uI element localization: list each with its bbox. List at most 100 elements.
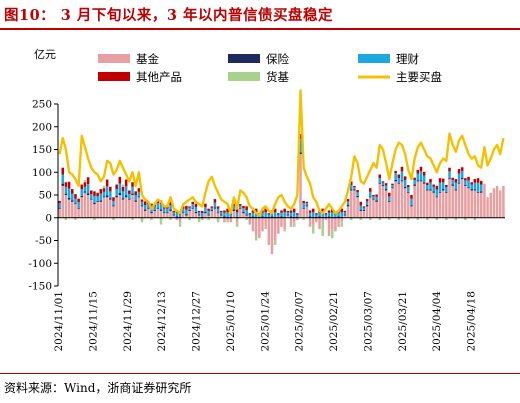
- legend-label-0: 基金: [136, 52, 159, 66]
- bar-s3-111: [410, 195, 413, 199]
- y-tick-label-0: -150: [28, 281, 52, 293]
- bar-s3-95: [359, 201, 363, 206]
- bar-s0-50: [216, 213, 220, 218]
- bar-s0-74: [292, 217, 296, 223]
- bar-s0-101: [378, 183, 382, 218]
- x-date-label-3: 2024/12/13: [156, 291, 168, 352]
- bar-s1-58: [242, 211, 245, 214]
- y-tick-label-1: -100: [28, 258, 52, 270]
- bar-s0-139: [498, 190, 502, 218]
- bar-s1-104: [388, 200, 391, 202]
- bar-s2-114: [419, 171, 423, 181]
- bar-s2-54: [229, 214, 233, 217]
- bar-s0-105: [391, 188, 394, 218]
- figure-title: 图10： 3 月下旬以来，3 年以内普信债买盘稳定: [4, 7, 333, 24]
- bar-s1-124: [451, 184, 454, 186]
- bar-s3-62: [254, 208, 258, 213]
- bar-s0-17: [112, 206, 115, 218]
- bar-s0-89: [340, 217, 344, 223]
- bar-s1-7: [80, 195, 84, 198]
- bar-s0-80: [311, 217, 315, 225]
- bar-s2-67: [270, 212, 274, 217]
- bar-s2-75: [296, 214, 299, 217]
- bar-s2-109: [403, 179, 407, 187]
- bar-s1-2: [64, 193, 68, 195]
- bar-s1-111: [410, 205, 413, 207]
- bar-s4-110: [407, 217, 410, 221]
- bar-s3-91: [346, 199, 350, 202]
- bar-s0-43: [194, 213, 198, 218]
- bar-s2-117: [429, 182, 432, 190]
- bar-s2-37: [175, 212, 179, 217]
- bar-s0-42: [191, 208, 195, 218]
- bar-s0-135: [486, 197, 489, 218]
- bar-s2-57: [239, 205, 242, 208]
- bar-s3-85: [327, 210, 331, 213]
- bar-s0-37: [175, 217, 179, 221]
- bar-s1-103: [384, 189, 388, 191]
- bar-s2-61: [251, 212, 255, 217]
- bar-s2-21: [124, 186, 128, 196]
- bar-s3-128: [464, 178, 467, 181]
- bar-s2-120: [438, 182, 442, 192]
- bar-s2-6: [77, 202, 80, 208]
- bar-s2-45: [200, 213, 204, 217]
- bar-s1-67: [270, 216, 274, 218]
- bar-s3-123: [448, 167, 451, 172]
- bar-s4-20: [121, 184, 125, 187]
- bar-s3-77: [302, 200, 305, 204]
- bar-s0-99: [372, 199, 375, 218]
- bar-s3-27: [143, 201, 147, 206]
- bar-s3-48: [210, 206, 214, 208]
- bar-s2-26: [140, 201, 144, 206]
- bar-s0-9: [86, 195, 90, 218]
- x-date-label-6: 2025/01/24: [259, 291, 271, 352]
- y-tick-label-5: 100: [32, 167, 52, 179]
- bar-s4-107: [397, 217, 401, 221]
- bar-s2-119: [435, 189, 439, 197]
- bar-s1-91: [346, 205, 350, 207]
- bar-s2-108: [400, 171, 404, 181]
- bar-s0-34: [166, 213, 169, 218]
- bar-s3-78: [305, 201, 309, 204]
- bar-s1-47: [207, 214, 210, 216]
- x-date-label-10: 2025/03/21: [397, 291, 409, 352]
- bar-s2-19: [118, 183, 122, 193]
- bar-s3-8: [83, 182, 87, 187]
- bar-s1-17: [112, 205, 115, 207]
- bar-s0-106: [394, 181, 397, 218]
- bar-s3-120: [438, 178, 442, 183]
- bar-s0-107: [397, 183, 401, 218]
- y-axis-unit-label: 亿元: [34, 48, 56, 61]
- bar-s4-83: [321, 222, 324, 236]
- bar-s1-76: [299, 152, 302, 155]
- bar-s3-117: [429, 179, 432, 183]
- bar-s3-9: [86, 177, 90, 185]
- bar-s1-101: [378, 182, 382, 184]
- bar-s0-41: [188, 210, 191, 218]
- bar-s0-75: [296, 217, 299, 221]
- bar-s2-99: [372, 196, 375, 199]
- bar-s1-122: [445, 191, 448, 193]
- bar-s2-42: [191, 204, 195, 208]
- bar-s3-12: [96, 192, 99, 197]
- bar-s0-113: [416, 181, 420, 218]
- bar-s0-97: [365, 206, 369, 218]
- bar-s2-0: [58, 203, 61, 208]
- bar-s2-16: [109, 191, 112, 199]
- bar-s3-51: [220, 210, 223, 213]
- bar-s1-15: [105, 195, 109, 198]
- bar-s2-130: [470, 184, 473, 190]
- bar-s3-73: [289, 210, 293, 213]
- bar-s3-101: [378, 174, 382, 179]
- bar-s2-104: [388, 196, 391, 201]
- bar-s0-124: [451, 185, 454, 218]
- bar-s3-99: [372, 195, 375, 197]
- bar-s2-128: [464, 180, 467, 185]
- bar-s3-1: [61, 167, 65, 175]
- bar-s2-14: [102, 191, 106, 197]
- bar-s2-107: [397, 178, 401, 183]
- bar-s0-92: [349, 190, 353, 218]
- bar-s2-96: [362, 207, 366, 211]
- bar-s2-115: [422, 175, 426, 183]
